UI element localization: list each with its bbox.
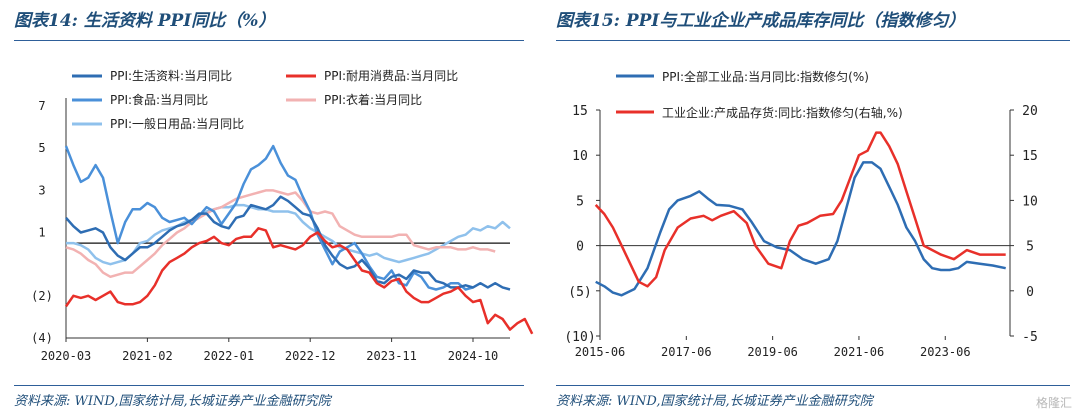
left-y-tick-label: 10: [572, 149, 588, 164]
x-tick-label: 2017-06: [661, 345, 712, 359]
right-y-tick-label: 5: [1026, 240, 1034, 255]
right-chart-title: 图表15: PPI与工业企业产成品库存同比（指数修匀）: [556, 11, 966, 31]
y-tick-label: 1: [38, 226, 45, 240]
right-line-chart: 15 10 5 0 (5) (10) 20 15 10 5 0 -5 2015-06 2017-06 201…: [564, 69, 1038, 359]
y-tick-label: 3: [38, 183, 45, 197]
legend-label: PPI:全部工业品:当月同比:指数修匀(%): [662, 69, 869, 84]
right-y-tick-label: 0: [1026, 285, 1034, 300]
legend-label: PPI:食品:当月同比: [110, 92, 208, 107]
left-source-note: 资料来源: WIND,国家统计局,长城证券产业金融研究院: [14, 394, 331, 409]
left-title-rule: [14, 40, 524, 41]
left-y-tick-label: (5): [568, 285, 591, 300]
right-y-tick-label: 20: [1022, 104, 1038, 119]
series-line: [65, 195, 511, 291]
legend-label: 工业企业:产成品存货:同比:指数修匀(右轴,%): [662, 105, 903, 120]
watermark: 格隆汇: [1035, 396, 1072, 410]
right-y-tick-label: -5: [1022, 330, 1038, 345]
right-title-rule: [556, 40, 1070, 41]
series-line: [64, 144, 474, 291]
series-line: [595, 161, 1006, 297]
y-tick-label: 7: [38, 99, 45, 113]
left-y-tick-label: (10): [564, 330, 595, 345]
x-tick-label: 2023-11: [366, 349, 417, 363]
legend-label: PPI:衣着:当月同比: [324, 92, 422, 107]
x-tick-label: 2024-10: [448, 349, 499, 363]
left-y-tick-label: 15: [572, 104, 588, 119]
left-y-tick-label: 0: [576, 240, 584, 255]
y-tick-label: 5: [38, 141, 45, 155]
series-line: [66, 203, 511, 266]
series-line: [594, 131, 1006, 288]
left-chart-title: 图表14: 生活资料 PPI同比（%）: [14, 11, 276, 31]
y-tick-label: (2): [31, 289, 53, 303]
x-tick-label: 2023-06: [920, 345, 971, 359]
x-tick-label: 2019-06: [747, 345, 798, 359]
right-source-rule: [556, 385, 1070, 386]
right-y-tick-label: 15: [1022, 149, 1038, 164]
left-line-chart: 7 5 3 1 (2) (4) 2020-03 2021-02 2022-01 2022-12 20…: [31, 69, 534, 363]
x-tick-label: 2015-06: [575, 345, 626, 359]
x-tick-label: 2022-12: [285, 349, 336, 363]
x-tick-label: 2021-02: [122, 349, 173, 363]
series-line: [64, 227, 534, 335]
legend-label: PPI:一般日用品:当月同比: [110, 116, 244, 131]
series-line: [65, 189, 496, 279]
y-tick-label: (4): [31, 331, 53, 345]
x-tick-label: 2022-01: [204, 349, 255, 363]
x-tick-label: 2020-03: [41, 349, 92, 363]
right-y-tick-label: 10: [1022, 194, 1038, 209]
x-tick-label: 2021-06: [834, 345, 885, 359]
legend-label: PPI:耐用消费品:当月同比: [324, 69, 458, 83]
left-y-tick-label: 5: [576, 194, 584, 209]
right-source-note: 资料来源: WIND,国家统计局,长城证券产业金融研究院: [556, 394, 873, 409]
legend-label: PPI:生活资料:当月同比: [110, 69, 232, 83]
left-source-rule: [14, 385, 524, 386]
